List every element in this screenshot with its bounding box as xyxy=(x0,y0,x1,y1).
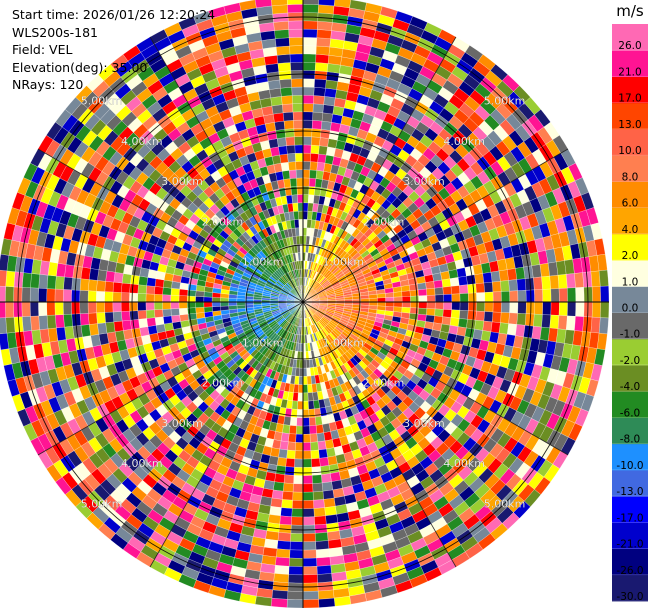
colorbar-tick-label: 26.0 xyxy=(618,40,641,52)
velocity-gate xyxy=(302,0,320,5)
colorbar-tick-label: 17.0 xyxy=(618,93,641,105)
colorbar-tick-label: 8.0 xyxy=(622,171,639,183)
colorbar-units-label: m/s xyxy=(616,2,644,20)
colorbar-tick-label: 6.0 xyxy=(622,198,639,210)
start-time-text: Start time: 2026/01/26 12:20:24 xyxy=(12,7,216,22)
colorbar-tick-label: -17.0 xyxy=(616,512,643,524)
colorbar-tick-label: 4.0 xyxy=(622,224,639,236)
colorbar-tick-label: 13.0 xyxy=(618,119,641,131)
colorbar-tick-label: -10.0 xyxy=(616,460,643,472)
velocity-gate xyxy=(318,0,335,7)
colorbar-tick-label: -4.0 xyxy=(620,381,641,393)
velocity-gate xyxy=(333,0,352,9)
field-text: Field: VEL xyxy=(12,42,73,57)
colorbar-tick-label: 10.0 xyxy=(618,145,641,157)
scan-info-block: Start time: 2026/01/26 12:20:24 WLS200s-… xyxy=(12,6,215,94)
instrument-name: WLS200s-181 xyxy=(12,24,98,40)
colorbar-tick-label: -26.0 xyxy=(616,565,643,577)
colorbar-tick-label: -8.0 xyxy=(620,434,641,446)
colorbar-tick-label: 0.0 xyxy=(622,303,639,315)
velocity-gates xyxy=(0,0,610,609)
elevation-text: Elevation(deg): 35.00 xyxy=(12,59,148,75)
colorbar-tick-label: -6.0 xyxy=(620,407,641,419)
colorbar-tick-label: -2.0 xyxy=(620,355,641,367)
colorbar-tick-label: -21.0 xyxy=(616,539,643,551)
colorbar-tick-label: 2.0 xyxy=(622,250,639,262)
colorbar-tick-label: -1.0 xyxy=(620,329,641,341)
colorbar-tick-label: -13.0 xyxy=(616,486,643,498)
colorbar-tick-label: 21.0 xyxy=(618,66,641,78)
colorbar-tick-label: -30.0 xyxy=(616,591,643,603)
nrays-text: NRays: 120 xyxy=(12,77,84,92)
colorbar-tick-label: 1.0 xyxy=(622,276,639,288)
